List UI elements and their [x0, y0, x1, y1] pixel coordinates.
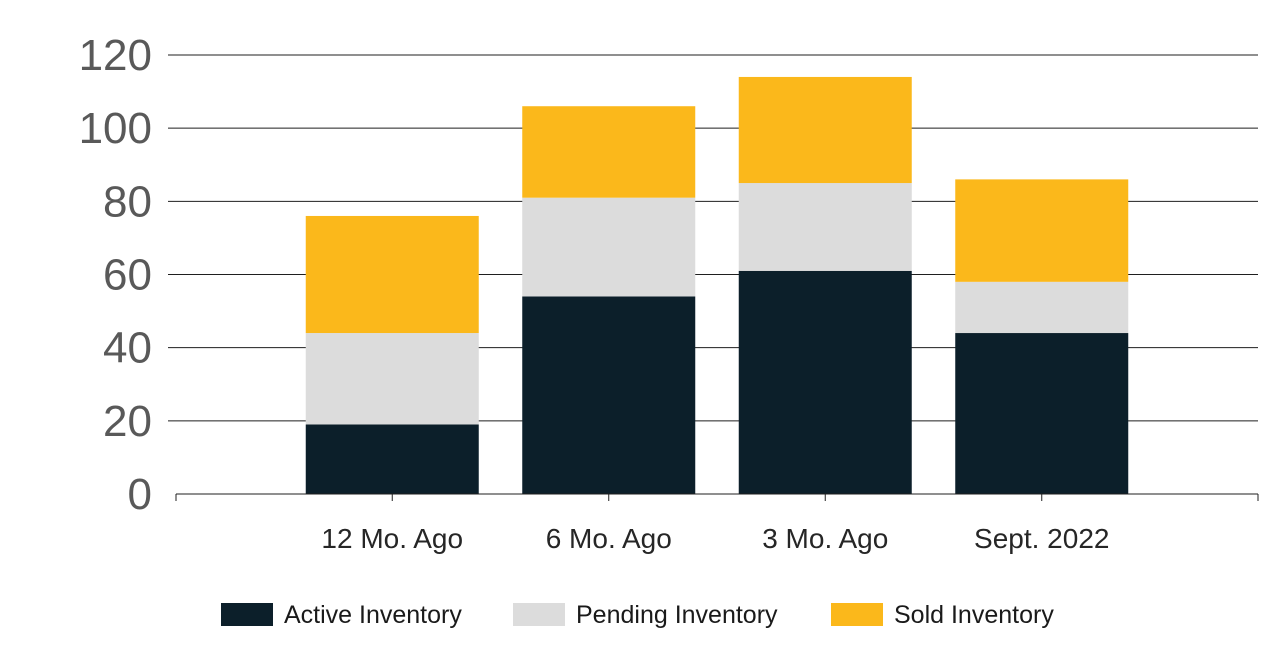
- axes: [175, 493, 1259, 501]
- legend-swatch: [513, 603, 565, 626]
- x-tick-label: 6 Mo. Ago: [546, 523, 672, 554]
- bar-sold-inventory-2: [738, 76, 912, 184]
- x-tick-label: Sept. 2022: [974, 523, 1109, 554]
- y-tick-label: 60: [103, 251, 152, 300]
- y-tick-label: 100: [79, 104, 152, 153]
- y-tick-labels: 0 20 40 60 80 100 120: [79, 31, 152, 519]
- x-tick-label: 12 Mo. Ago: [321, 523, 463, 554]
- y-tick-label: 20: [103, 397, 152, 446]
- y-tick-label: 40: [103, 324, 152, 373]
- bar-pending-inventory-3: [955, 281, 1129, 334]
- x-tick-labels: 12 Mo. Ago 6 Mo. Ago 3 Mo. Ago Sept. 2022: [321, 523, 1109, 554]
- y-tick-label: 120: [79, 31, 152, 80]
- bars: [305, 76, 1129, 494]
- x-tick-label: 3 Mo. Ago: [762, 523, 888, 554]
- legend-label: Pending Inventory: [576, 601, 778, 629]
- legend-label: Active Inventory: [284, 601, 462, 629]
- legend-label: Sold Inventory: [894, 601, 1054, 629]
- legend: Active Inventory Pending Inventory Sold In…: [221, 601, 1054, 629]
- bar-pending-inventory-0: [305, 333, 479, 425]
- bar-sold-inventory-0: [305, 215, 479, 334]
- legend-item-active-inventory: Active Inventory: [221, 601, 462, 629]
- bar-active-inventory-1: [522, 296, 696, 494]
- bar-active-inventory-0: [305, 424, 479, 494]
- bar-pending-inventory-1: [522, 197, 696, 297]
- legend-item-sold-inventory: Sold Inventory: [831, 601, 1054, 629]
- y-tick-label: 80: [103, 177, 152, 226]
- bar-sold-inventory-3: [955, 179, 1129, 282]
- bar-pending-inventory-2: [738, 183, 912, 271]
- bar-active-inventory-3: [955, 333, 1129, 494]
- legend-swatch: [831, 603, 883, 626]
- legend-swatch: [221, 603, 273, 626]
- bar-sold-inventory-1: [522, 106, 696, 198]
- bar-active-inventory-2: [738, 270, 912, 494]
- y-tick-label: 0: [128, 470, 152, 519]
- legend-item-pending-inventory: Pending Inventory: [513, 601, 778, 629]
